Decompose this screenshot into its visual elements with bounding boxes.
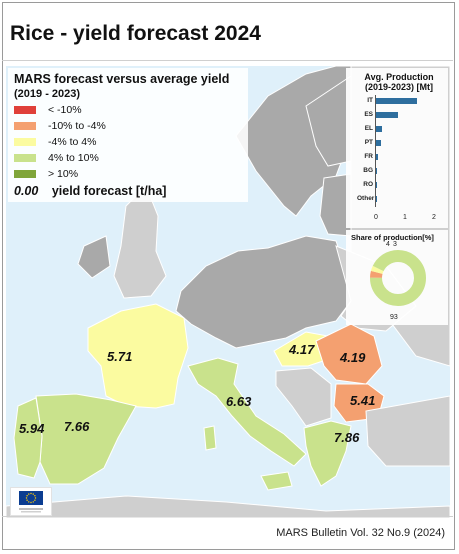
region-italy bbox=[187, 357, 307, 467]
legend-panel bbox=[8, 68, 248, 202]
region-central-europe bbox=[175, 235, 352, 349]
production-bar-label: BG bbox=[363, 167, 373, 174]
eu-star-icon bbox=[30, 492, 32, 495]
legend-swatch bbox=[14, 138, 36, 146]
yield-value-bulgaria: 5.41 bbox=[350, 393, 376, 408]
eu-star-icon bbox=[34, 499, 36, 501]
eu-logo bbox=[10, 487, 52, 516]
region-portugal bbox=[13, 397, 43, 479]
share-chart-title: Share of production[%] bbox=[351, 233, 434, 242]
eu-star-icon bbox=[30, 501, 32, 504]
footer-divider bbox=[2, 516, 453, 517]
title-divider bbox=[2, 60, 453, 61]
legend-item: -10% to -4% bbox=[14, 120, 106, 132]
page-title: Rice - yield forecast 2024 bbox=[10, 22, 261, 45]
eu-star-icon bbox=[34, 495, 36, 497]
eu-star-icon bbox=[28, 493, 30, 495]
legend-label: -4% to 4% bbox=[48, 136, 97, 148]
region-sicily bbox=[260, 471, 293, 491]
production-bar-label: IT bbox=[367, 97, 373, 104]
forecast-example-value: 0.00 bbox=[14, 184, 39, 198]
eu-flag-icon bbox=[19, 491, 43, 513]
yield-value-greece: 7.86 bbox=[334, 430, 360, 445]
production-bar-label: FR bbox=[364, 153, 373, 160]
region-finland bbox=[305, 75, 352, 167]
eu-star-icon bbox=[26, 499, 28, 501]
production-bar-label: EL bbox=[364, 125, 373, 132]
yield-value-italy: 6.63 bbox=[226, 394, 252, 409]
legend-subtitle: (2019 - 2023) bbox=[14, 88, 81, 100]
production-chart-panel bbox=[346, 68, 448, 228]
share-chart-panel bbox=[346, 230, 448, 325]
production-bar bbox=[376, 168, 378, 174]
production-chart-title: Avg. Production (2019-2023) [Mt] bbox=[364, 72, 434, 92]
legend-label: > 10% bbox=[48, 168, 79, 180]
yield-value-spain: 7.66 bbox=[64, 419, 90, 434]
region-north-africa bbox=[6, 495, 450, 518]
yield-value-france: 5.71 bbox=[107, 349, 133, 364]
eu-star-icon bbox=[32, 493, 34, 495]
eu-star-icon bbox=[34, 497, 37, 499]
share-slice-label: 93 bbox=[390, 314, 398, 321]
legend-item: -4% to 4% bbox=[14, 136, 96, 148]
production-bar-label: ES bbox=[364, 111, 373, 118]
share-donut bbox=[370, 250, 426, 306]
production-bar-label: Other bbox=[357, 195, 375, 202]
region-greece bbox=[303, 420, 352, 487]
share-slice-label: 3 bbox=[393, 241, 397, 248]
region-sardinia bbox=[203, 425, 217, 451]
production-bar bbox=[376, 126, 382, 132]
legend-swatch bbox=[14, 122, 36, 130]
region-romania bbox=[315, 323, 383, 385]
yield-value-romania: 4.19 bbox=[340, 350, 366, 365]
legend-item: < -10% bbox=[14, 104, 82, 116]
production-bar-label: RO bbox=[363, 181, 373, 188]
eu-star-icon bbox=[25, 497, 28, 499]
region-france bbox=[87, 303, 189, 409]
legend-swatch bbox=[14, 170, 36, 178]
production-bar bbox=[376, 182, 377, 188]
footer-text: MARS Bulletin Vol. 32 No.9 (2024) bbox=[276, 527, 445, 539]
yield-value-hungary: 4.17 bbox=[289, 342, 315, 357]
legend-label: 4% to 10% bbox=[48, 152, 99, 164]
eu-star-icon bbox=[26, 495, 28, 497]
region-ireland bbox=[77, 235, 111, 279]
production-tick-label: 0 bbox=[374, 214, 378, 221]
legend-item: 4% to 10% bbox=[14, 152, 99, 164]
region-turkey bbox=[365, 395, 450, 467]
share-slice-label: 4 bbox=[386, 241, 390, 248]
share-slice bbox=[370, 250, 426, 306]
production-bar bbox=[376, 196, 377, 202]
legend-title: MARS forecast versus average yield bbox=[14, 72, 230, 86]
legend-item: > 10% bbox=[14, 168, 78, 180]
eu-star-icon bbox=[32, 501, 34, 503]
region-balkans bbox=[275, 367, 332, 427]
production-bar-label: PT bbox=[364, 139, 373, 146]
production-chart-axis bbox=[375, 95, 376, 207]
legend-label: < -10% bbox=[48, 104, 82, 116]
production-bar bbox=[376, 140, 381, 146]
legend-label: -10% to -4% bbox=[48, 120, 106, 132]
legend-swatch bbox=[14, 154, 36, 162]
eu-star-icon bbox=[28, 501, 30, 503]
production-bar bbox=[376, 154, 379, 160]
forecast-key-label: yield forecast [t/ha] bbox=[51, 184, 167, 198]
production-bar bbox=[376, 98, 417, 104]
yield-value-portugal: 5.94 bbox=[19, 421, 45, 436]
production-tick-label: 2 bbox=[432, 214, 436, 221]
production-tick-label: 1 bbox=[403, 214, 407, 221]
production-bar bbox=[376, 112, 398, 118]
forecast-key: 0.00 yield forecast [t/ha] bbox=[14, 184, 166, 198]
legend-swatch bbox=[14, 106, 36, 114]
